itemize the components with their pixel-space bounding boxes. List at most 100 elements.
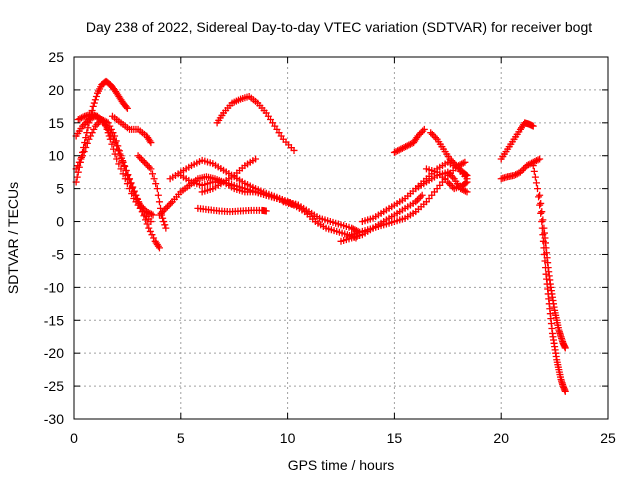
data-point-marker [83, 139, 91, 147]
data-point-marker [162, 204, 170, 212]
x-tick-labels: 0 5 10 15 20 25 [70, 430, 616, 446]
data-point-marker [430, 132, 438, 140]
data-point-marker [403, 142, 411, 150]
data-point-marker [148, 231, 156, 239]
data-point-marker [390, 148, 398, 156]
data-point-marker [561, 387, 569, 395]
data-point-marker [85, 135, 93, 143]
data-point-marker [432, 134, 440, 142]
y-tick-label: -15 [44, 312, 64, 328]
data-point-marker [130, 188, 138, 196]
data-point-marker [90, 99, 98, 107]
data-point-marker [122, 167, 130, 175]
data-point-marker [524, 161, 532, 169]
data-point-marker [165, 201, 173, 209]
chart-title: Day 238 of 2022, Sidereal Day-to-day VTE… [86, 19, 592, 35]
data-point-marker [91, 96, 99, 104]
data-point-marker [539, 216, 547, 224]
data-point-marker [419, 127, 427, 135]
data-point-marker [427, 129, 435, 137]
data-point-marker [159, 214, 167, 222]
data-point-marker [136, 201, 144, 209]
y-tick-labels: 25 20 15 10 5 0 -5 -10 -15 -20 -25 -30 [44, 49, 64, 427]
data-point-marker [395, 146, 403, 154]
data-point-marker [561, 344, 569, 352]
data-point-marker [447, 171, 455, 179]
data-point-marker [106, 122, 114, 130]
data-point-marker [444, 168, 452, 176]
data-point-marker [147, 165, 155, 173]
data-point-marker [445, 180, 453, 188]
data-point-marker [92, 92, 100, 100]
data-point-marker [161, 221, 169, 229]
data-point-marker [148, 170, 156, 178]
data-point-marker [530, 167, 538, 175]
grid [74, 57, 608, 419]
data-point-marker [428, 130, 436, 138]
x-tick-label: 5 [177, 430, 185, 446]
data-point-marker [125, 176, 133, 184]
data-point-marker [77, 155, 85, 163]
data-point-marker [155, 211, 163, 219]
data-point-marker [157, 209, 165, 217]
data-point-marker [107, 125, 115, 133]
data-point-marker [136, 153, 144, 161]
data-point-marker [405, 141, 413, 149]
data-point-marker [74, 162, 82, 170]
data-point-marker [133, 195, 141, 203]
data-point-marker [135, 198, 143, 206]
data-point-marker [89, 102, 97, 110]
data-point-marker [93, 120, 101, 128]
data-point-marker [402, 143, 410, 151]
data-point-marker [88, 114, 96, 122]
data-point-marker [98, 116, 106, 124]
data-point-marker [461, 187, 469, 195]
data-point-marker [167, 199, 175, 207]
data-point-marker [131, 191, 139, 199]
data-point-marker [150, 234, 158, 242]
y-axis-label: SDTVAR / TECUs [5, 182, 21, 294]
data-point-marker [414, 132, 422, 140]
data-point-marker [452, 162, 460, 170]
data-point-marker [392, 148, 400, 156]
data-point-marker [415, 195, 423, 203]
data-point-marker [77, 114, 85, 122]
data-point-marker [159, 208, 167, 216]
data-point-marker [529, 122, 537, 130]
data-point-marker [111, 150, 119, 158]
data-point-marker [108, 140, 116, 148]
data-point-marker [446, 155, 454, 163]
data-point-marker [448, 157, 456, 165]
data-point-marker [147, 218, 155, 226]
data-point-marker [444, 178, 452, 186]
data-point-marker [531, 157, 539, 165]
data-point-marker [85, 116, 93, 124]
data-point-marker [109, 129, 117, 137]
data-point-marker [537, 199, 545, 207]
data-point-marker [80, 120, 88, 128]
x-tick-label: 25 [600, 430, 616, 446]
data-point-marker [80, 148, 88, 156]
data-point-marker [451, 160, 459, 168]
data-point-marker [150, 175, 158, 183]
data-point-marker [119, 157, 127, 165]
data-point-marker [397, 145, 405, 153]
data-point-marker [462, 171, 470, 179]
data-point-marker [400, 144, 408, 151]
data-point-marker [518, 167, 526, 175]
y-tick-label: 5 [56, 181, 64, 197]
y-tick-label: -25 [44, 378, 64, 394]
data-point-marker [139, 204, 147, 212]
data-point-marker [459, 159, 467, 167]
data-point-marker [538, 218, 546, 226]
x-axis-label: GPS time / hours [288, 457, 395, 473]
data-point-marker [418, 191, 426, 199]
data-point-marker [82, 134, 90, 142]
x-tick-label: 10 [280, 430, 296, 446]
data-point-marker [142, 160, 150, 168]
data-point-marker [449, 158, 457, 166]
data-point-marker [449, 183, 457, 191]
data-point-marker [143, 220, 151, 228]
data-point-marker [114, 142, 122, 150]
data-point-marker [113, 155, 121, 163]
